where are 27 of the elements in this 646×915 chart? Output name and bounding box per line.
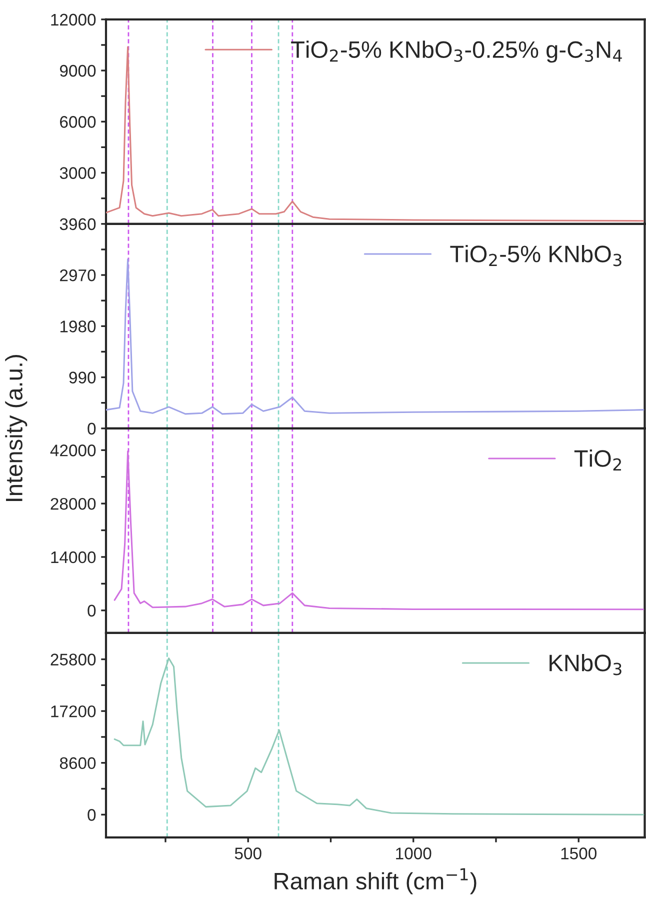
y-tick-label: 0 bbox=[88, 604, 96, 617]
y-tick-label: 2970 bbox=[60, 269, 96, 282]
y-tick-label: 42000 bbox=[50, 444, 96, 456]
y-tick-label: 1980 bbox=[60, 320, 96, 332]
y-tick-label: 14000 bbox=[51, 551, 96, 564]
legend-label: TiO$_{2}$-5% KNbO$_{3}$-0.25% g-C$_{3}$N$_{4}$ bbox=[291, 40, 622, 63]
y-tick-label: 12000 bbox=[51, 14, 96, 26]
x-tick-label: 500 bbox=[234, 848, 262, 860]
y-tick-label: 3960 bbox=[60, 218, 96, 230]
legend-label: TiO$_{2}$ bbox=[574, 450, 621, 471]
legend-label: KNbO$_{3}$ bbox=[550, 654, 622, 676]
y-tick-label: 6000 bbox=[60, 116, 96, 128]
y-tick-label: 0 bbox=[88, 809, 96, 821]
y-axis-title: Intensity (a.u.) bbox=[5, 355, 28, 502]
y-tick-label: 0 bbox=[88, 422, 96, 435]
x-axis-title: Raman shift (cm$^{−1}$) bbox=[274, 868, 476, 894]
y-tick-label: 25800 bbox=[50, 654, 96, 666]
y-tick-label: 9000 bbox=[60, 64, 96, 77]
x-tick-label: 1000 bbox=[396, 848, 432, 860]
y-tick-label: 8600 bbox=[60, 757, 96, 770]
y-tick-label: 17200 bbox=[51, 705, 96, 718]
y-tick-label: 990 bbox=[69, 372, 96, 384]
line-series bbox=[114, 450, 644, 610]
legend-label: TiO$_{2}$-5% KNbO$_{3}$ bbox=[450, 245, 622, 266]
y-tick-label: 28000 bbox=[50, 498, 96, 510]
y-tick-label: 3000 bbox=[60, 167, 96, 179]
x-tick-label: 1500 bbox=[561, 848, 596, 860]
